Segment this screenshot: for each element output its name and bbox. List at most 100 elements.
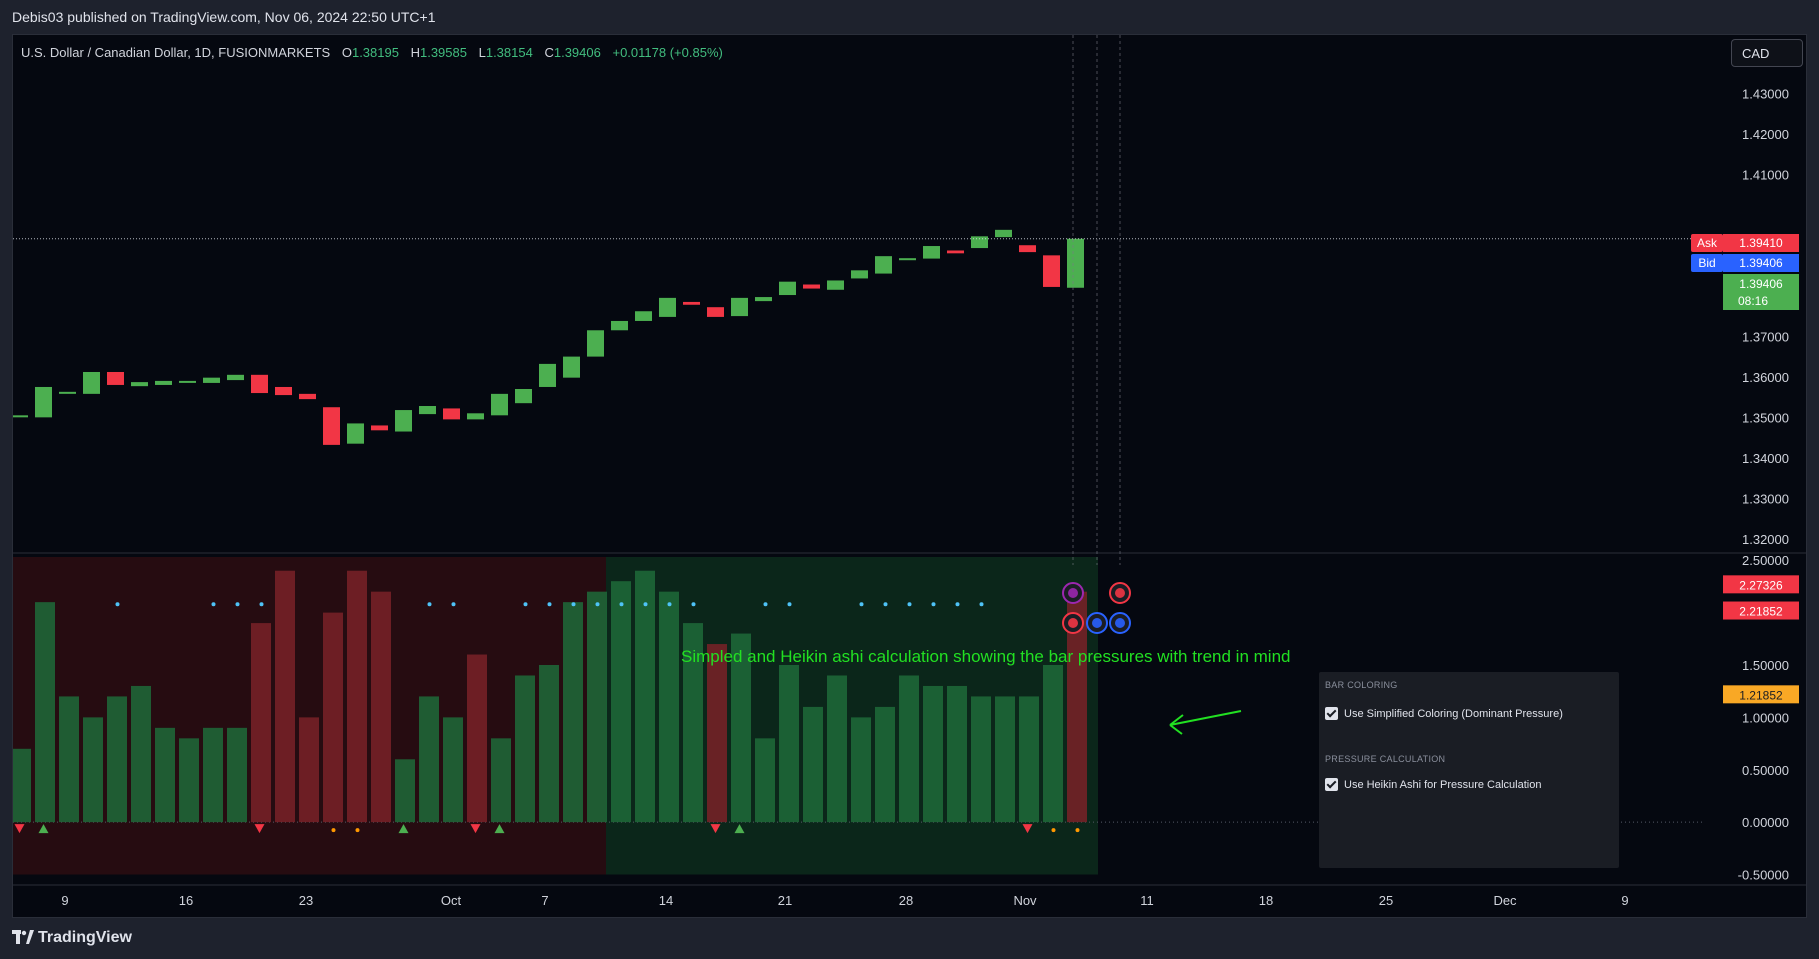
chart-area[interactable]: 1.430001.420001.410001.380001.370001.360… [12, 34, 1807, 918]
pressure-dot [859, 602, 864, 607]
candle[interactable] [395, 410, 412, 432]
candle[interactable] [923, 246, 940, 259]
usa-flag-icon [1092, 618, 1102, 628]
candle[interactable] [83, 371, 100, 394]
pressure-dot [451, 602, 456, 607]
candle[interactable] [227, 374, 244, 381]
pressure-bar [827, 675, 847, 823]
bid-price-badge [1723, 254, 1799, 272]
candle[interactable] [851, 270, 868, 279]
candle[interactable] [563, 356, 580, 378]
tradingview-logo[interactable]: TradingView [12, 929, 132, 947]
simplified-coloring-option[interactable]: Use Simplified Coloring (Dominant Pressu… [1325, 707, 1563, 720]
pressure-bar [587, 591, 607, 823]
candle[interactable] [971, 236, 988, 249]
indicator-value-3: 1.21852 [1739, 688, 1783, 702]
pressure-bar [323, 612, 343, 823]
pressure-bar [59, 696, 79, 823]
heikin-ashi-option[interactable]: Use Heikin Ashi for Pressure Calculation [1325, 778, 1541, 791]
open-value: 1.38195 [351, 45, 399, 60]
pressure-bar [875, 706, 895, 823]
candle[interactable] [1019, 245, 1036, 253]
candle[interactable] [779, 281, 796, 296]
candle[interactable] [35, 386, 52, 418]
candle[interactable] [611, 320, 628, 331]
candle[interactable] [1067, 238, 1084, 288]
pressure-bar [803, 706, 823, 823]
candle[interactable] [587, 330, 604, 357]
candle[interactable] [443, 408, 460, 420]
usa-flag-icon [1115, 618, 1125, 628]
symbol-name[interactable]: U.S. Dollar / Canadian Dollar, 1D, FUSIO… [21, 45, 331, 60]
candle[interactable] [899, 258, 916, 261]
candle[interactable] [155, 380, 172, 385]
indicator-axis-label: 2.50000 [1742, 553, 1789, 568]
pressure-bar [155, 727, 175, 823]
checkbox-checked-icon[interactable] [1325, 707, 1338, 720]
time-axis-label: 18 [1259, 893, 1273, 908]
neutral-dot [331, 828, 336, 833]
candle[interactable] [755, 297, 772, 302]
chart-canvas[interactable]: 1.430001.420001.410001.380001.370001.360… [13, 35, 1807, 918]
candle[interactable] [59, 391, 76, 394]
candle[interactable] [683, 301, 700, 305]
pressure-bar [251, 623, 271, 823]
candle[interactable] [131, 382, 148, 387]
currency-button[interactable]: CAD [1731, 39, 1803, 67]
candle[interactable] [347, 423, 364, 444]
pressure-bar [131, 685, 151, 823]
candle[interactable] [251, 374, 268, 394]
price-axis-label: 1.33000 [1742, 491, 1789, 506]
pressure-bar [539, 665, 559, 823]
pressure-bar [707, 644, 727, 823]
candle[interactable] [635, 311, 652, 321]
candle[interactable] [707, 307, 724, 317]
ask-tag [1691, 234, 1723, 252]
candle[interactable] [491, 393, 508, 416]
candle[interactable] [947, 250, 964, 254]
price-axis-label: 1.32000 [1742, 532, 1789, 547]
candle[interactable] [995, 229, 1012, 238]
candle[interactable] [827, 280, 844, 290]
candle[interactable] [179, 380, 196, 383]
sell-signal-icon [470, 824, 481, 834]
tradingview-logo-icon [12, 930, 34, 944]
annotation-arrow-icon [1169, 710, 1242, 735]
candle[interactable] [875, 256, 892, 274]
candle[interactable] [203, 377, 220, 383]
price-axis-label: 1.36000 [1742, 370, 1789, 385]
candle[interactable] [731, 297, 748, 317]
annotation-text: Simpled and Heikin ashi calculation show… [681, 647, 1291, 666]
pressure-dot [667, 602, 672, 607]
candle[interactable] [13, 415, 28, 418]
pressure-dot [883, 602, 888, 607]
candle[interactable] [515, 389, 532, 404]
buy-signal-icon [494, 824, 505, 834]
buy-signal-icon [38, 824, 49, 834]
candle[interactable] [467, 413, 484, 420]
indicator-axis-label: 1.00000 [1742, 710, 1789, 725]
section-bar-coloring: BAR COLORING [1325, 680, 1398, 690]
candle[interactable] [275, 386, 292, 396]
ask-price: 1.39410 [1739, 236, 1783, 250]
checkbox-checked-icon[interactable] [1325, 778, 1338, 791]
canada-flag-icon [1068, 618, 1078, 628]
pressure-bar [947, 685, 967, 823]
candle[interactable] [419, 406, 436, 415]
candle[interactable] [107, 371, 124, 385]
time-axis-label: 21 [778, 893, 792, 908]
low-value: 1.38154 [485, 45, 533, 60]
candle[interactable] [539, 363, 556, 387]
candle[interactable] [1043, 255, 1060, 287]
candle[interactable] [299, 393, 316, 400]
pressure-dot [979, 602, 984, 607]
canada-flag-icon [1115, 588, 1125, 598]
last-price: 1.39406 [1739, 277, 1783, 291]
bid-tag-label: Bid [1698, 256, 1715, 270]
candle[interactable] [371, 425, 388, 431]
candle[interactable] [323, 407, 340, 445]
pressure-dot [523, 602, 528, 607]
pressure-dot [643, 602, 648, 607]
candle[interactable] [803, 284, 820, 289]
candle[interactable] [659, 297, 676, 317]
